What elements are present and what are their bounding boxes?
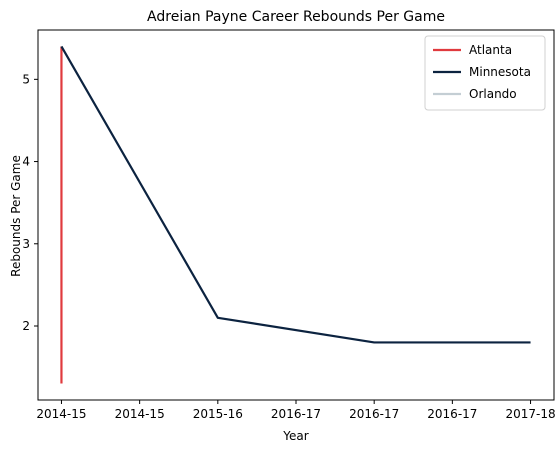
y-tick-label: 4: [22, 155, 30, 169]
x-tick-label: 2016-17: [271, 407, 321, 421]
y-tick-label: 3: [22, 237, 30, 251]
y-axis-label: Rebounds Per Game: [9, 155, 23, 277]
y-tick-label: 2: [22, 319, 30, 333]
y-tick-label: 5: [22, 72, 30, 86]
x-axis-label: Year: [282, 429, 308, 443]
x-tick-label: 2017-18: [505, 407, 555, 421]
series-line-minnesota: [60, 45, 531, 344]
legend-label-atlanta: Atlanta: [469, 43, 512, 57]
x-tick-label: 2015-16: [193, 407, 243, 421]
x-tick-label: 2016-17: [349, 407, 399, 421]
x-tick-label: 2014-15: [115, 407, 165, 421]
chart-title: Adreian Payne Career Rebounds Per Game: [147, 9, 445, 25]
legend-label-minnesota: Minnesota: [469, 65, 531, 79]
plot-area: 2014-15 2014-15 2015-16 2016-17 2016-17 2016-…: [22, 29, 556, 421]
legend-box: [424, 35, 546, 111]
legend-label-orlando: Orlando: [469, 87, 517, 101]
x-tick-label: 2014-15: [36, 407, 86, 421]
x-tick-label: 2016-17: [427, 407, 477, 421]
